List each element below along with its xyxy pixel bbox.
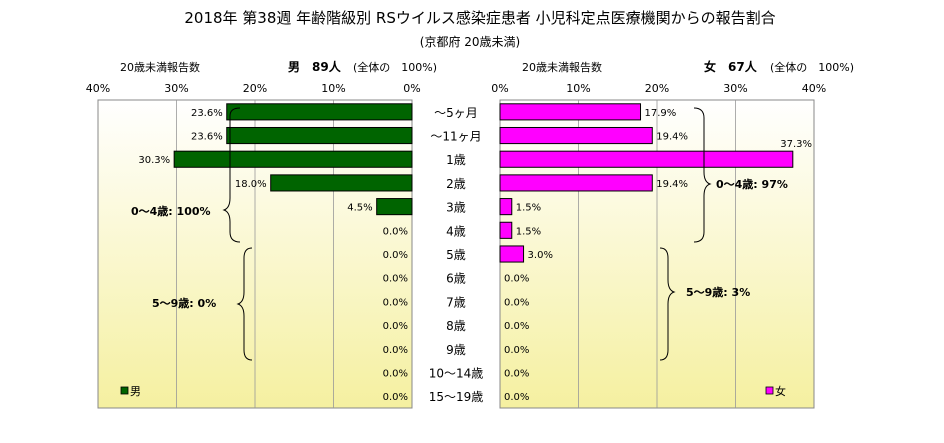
category-label: 8歳 xyxy=(446,319,466,333)
male-bracket-5-9 xyxy=(236,247,253,361)
male-x-ticks: 40% 30% 20% 10% 0% xyxy=(86,82,421,95)
male-value-label: 0.0% xyxy=(383,250,408,261)
category-label: 2歳 xyxy=(446,177,466,191)
female-value-label: 0.0% xyxy=(504,392,529,403)
female-x-tick-label: 10% xyxy=(566,82,590,95)
male-bar xyxy=(173,150,413,168)
female-header-count-label: 20歳未満報告数 xyxy=(522,61,602,74)
female-value-label: 1.5% xyxy=(516,203,541,214)
female-bracket-label-5-9: 5～9歳: 3% xyxy=(686,285,750,299)
male-bar xyxy=(376,198,413,216)
category-label: 6歳 xyxy=(446,272,466,286)
female-legend-label: 女 xyxy=(775,384,786,398)
female-bar xyxy=(499,221,513,239)
male-x-tick-label: 10% xyxy=(321,82,345,95)
category-labels: ～5ヶ月 ～11ヶ月 1歳 2歳 3歳 4歳 5歳 6歳 7歳 8歳 9歳 10～14歳 15～19歳 xyxy=(429,106,484,404)
category-label: 5歳 xyxy=(446,248,466,262)
female-value-label: 1.5% xyxy=(516,226,541,237)
male-header-note: (全体の 100%) xyxy=(353,60,437,74)
female-header-total: 女 67人 xyxy=(704,59,758,74)
male-bar xyxy=(270,174,413,192)
female-value-labels: 17.9% 19.4% 37.3% 19.4% 1.5% 1.5% 3.0% 0.0% 0.0%… xyxy=(504,108,812,403)
male-header-count-label: 20歳未満報告数 xyxy=(120,61,200,74)
male-x-tick-label: 20% xyxy=(243,82,267,95)
female-header-note: (全体の 100%) xyxy=(770,60,854,74)
female-bar xyxy=(499,150,794,168)
male-bracket-0-4 xyxy=(222,107,241,243)
female-value-label: 0.0% xyxy=(504,368,529,379)
male-x-tick-label: 40% xyxy=(86,82,110,95)
category-label: 4歳 xyxy=(446,224,466,238)
category-label: 1歳 xyxy=(446,153,466,167)
female-bracket-5-9 xyxy=(659,247,676,361)
female-x-tick-label: 30% xyxy=(723,82,747,95)
category-label: ～5ヶ月 xyxy=(434,106,478,120)
female-bar xyxy=(499,126,653,145)
female-value-label: 19.4% xyxy=(656,179,688,190)
female-value-label: 0.0% xyxy=(504,321,529,332)
male-value-label: 0.0% xyxy=(383,297,408,308)
category-label: 15～19歳 xyxy=(429,390,484,404)
category-label: 7歳 xyxy=(446,295,466,309)
male-value-label: 18.0% xyxy=(235,179,267,190)
female-value-label: 0.0% xyxy=(504,297,529,308)
female-legend-swatch xyxy=(765,386,774,395)
female-bracket-0-4 xyxy=(693,107,712,243)
category-label: 10～14歳 xyxy=(429,366,484,380)
female-x-ticks: 0% 10% 20% 30% 40% xyxy=(491,82,826,95)
male-value-label: 23.6% xyxy=(191,132,223,143)
male-value-label: 0.0% xyxy=(383,226,408,237)
female-bracket-label-0-4: 0～4歳: 97% xyxy=(716,177,788,191)
male-bracket-label-0-4: 0～4歳: 100% xyxy=(131,204,211,218)
male-value-label: 30.3% xyxy=(138,155,170,166)
male-legend-label: 男 xyxy=(130,385,141,398)
category-label: 3歳 xyxy=(446,201,466,215)
female-bars xyxy=(499,103,794,263)
female-bar xyxy=(499,103,642,121)
male-value-labels: 23.6% 23.6% 30.3% 18.0% 4.5% 0.0% 0.0% 0.0% 0.0%… xyxy=(138,108,408,403)
category-label: 9歳 xyxy=(446,343,466,357)
chart-subtitle: (京都府 20歳未満) xyxy=(420,34,520,49)
male-value-label: 0.0% xyxy=(383,392,408,403)
male-bar xyxy=(226,126,413,145)
male-bracket-label-5-9: 5～9歳: 0% xyxy=(152,296,216,310)
female-value-label: 17.9% xyxy=(645,108,677,119)
female-value-label: 37.3% xyxy=(780,139,812,150)
female-value-label: 3.0% xyxy=(528,250,553,261)
male-value-label: 0.0% xyxy=(383,368,408,379)
male-bar xyxy=(226,103,413,121)
male-value-label: 23.6% xyxy=(191,108,223,119)
male-value-label: 0.0% xyxy=(383,321,408,332)
male-x-tick-label: 30% xyxy=(164,82,188,95)
male-value-label: 4.5% xyxy=(347,203,372,214)
male-x-tick-label: 0% xyxy=(403,82,420,95)
female-bar xyxy=(499,174,653,192)
male-bars xyxy=(173,103,413,216)
female-x-tick-label: 20% xyxy=(645,82,669,95)
male-value-label: 0.0% xyxy=(383,274,408,285)
female-value-label: 19.4% xyxy=(656,132,688,143)
category-label: ～11ヶ月 xyxy=(430,130,481,144)
female-value-label: 0.0% xyxy=(504,274,529,285)
female-bar xyxy=(499,198,513,216)
male-header-total: 男 89人 xyxy=(288,59,342,74)
male-value-label: 0.0% xyxy=(383,345,408,356)
female-x-tick-label: 0% xyxy=(491,82,508,95)
chart-title: 2018年 第38週 年齢階級別 RSウイルス感染症患者 小児科定点医療機関から… xyxy=(184,9,775,27)
female-value-label: 0.0% xyxy=(504,345,529,356)
female-bar xyxy=(499,245,525,263)
male-legend-swatch xyxy=(120,386,129,395)
female-x-tick-label: 40% xyxy=(802,82,826,95)
